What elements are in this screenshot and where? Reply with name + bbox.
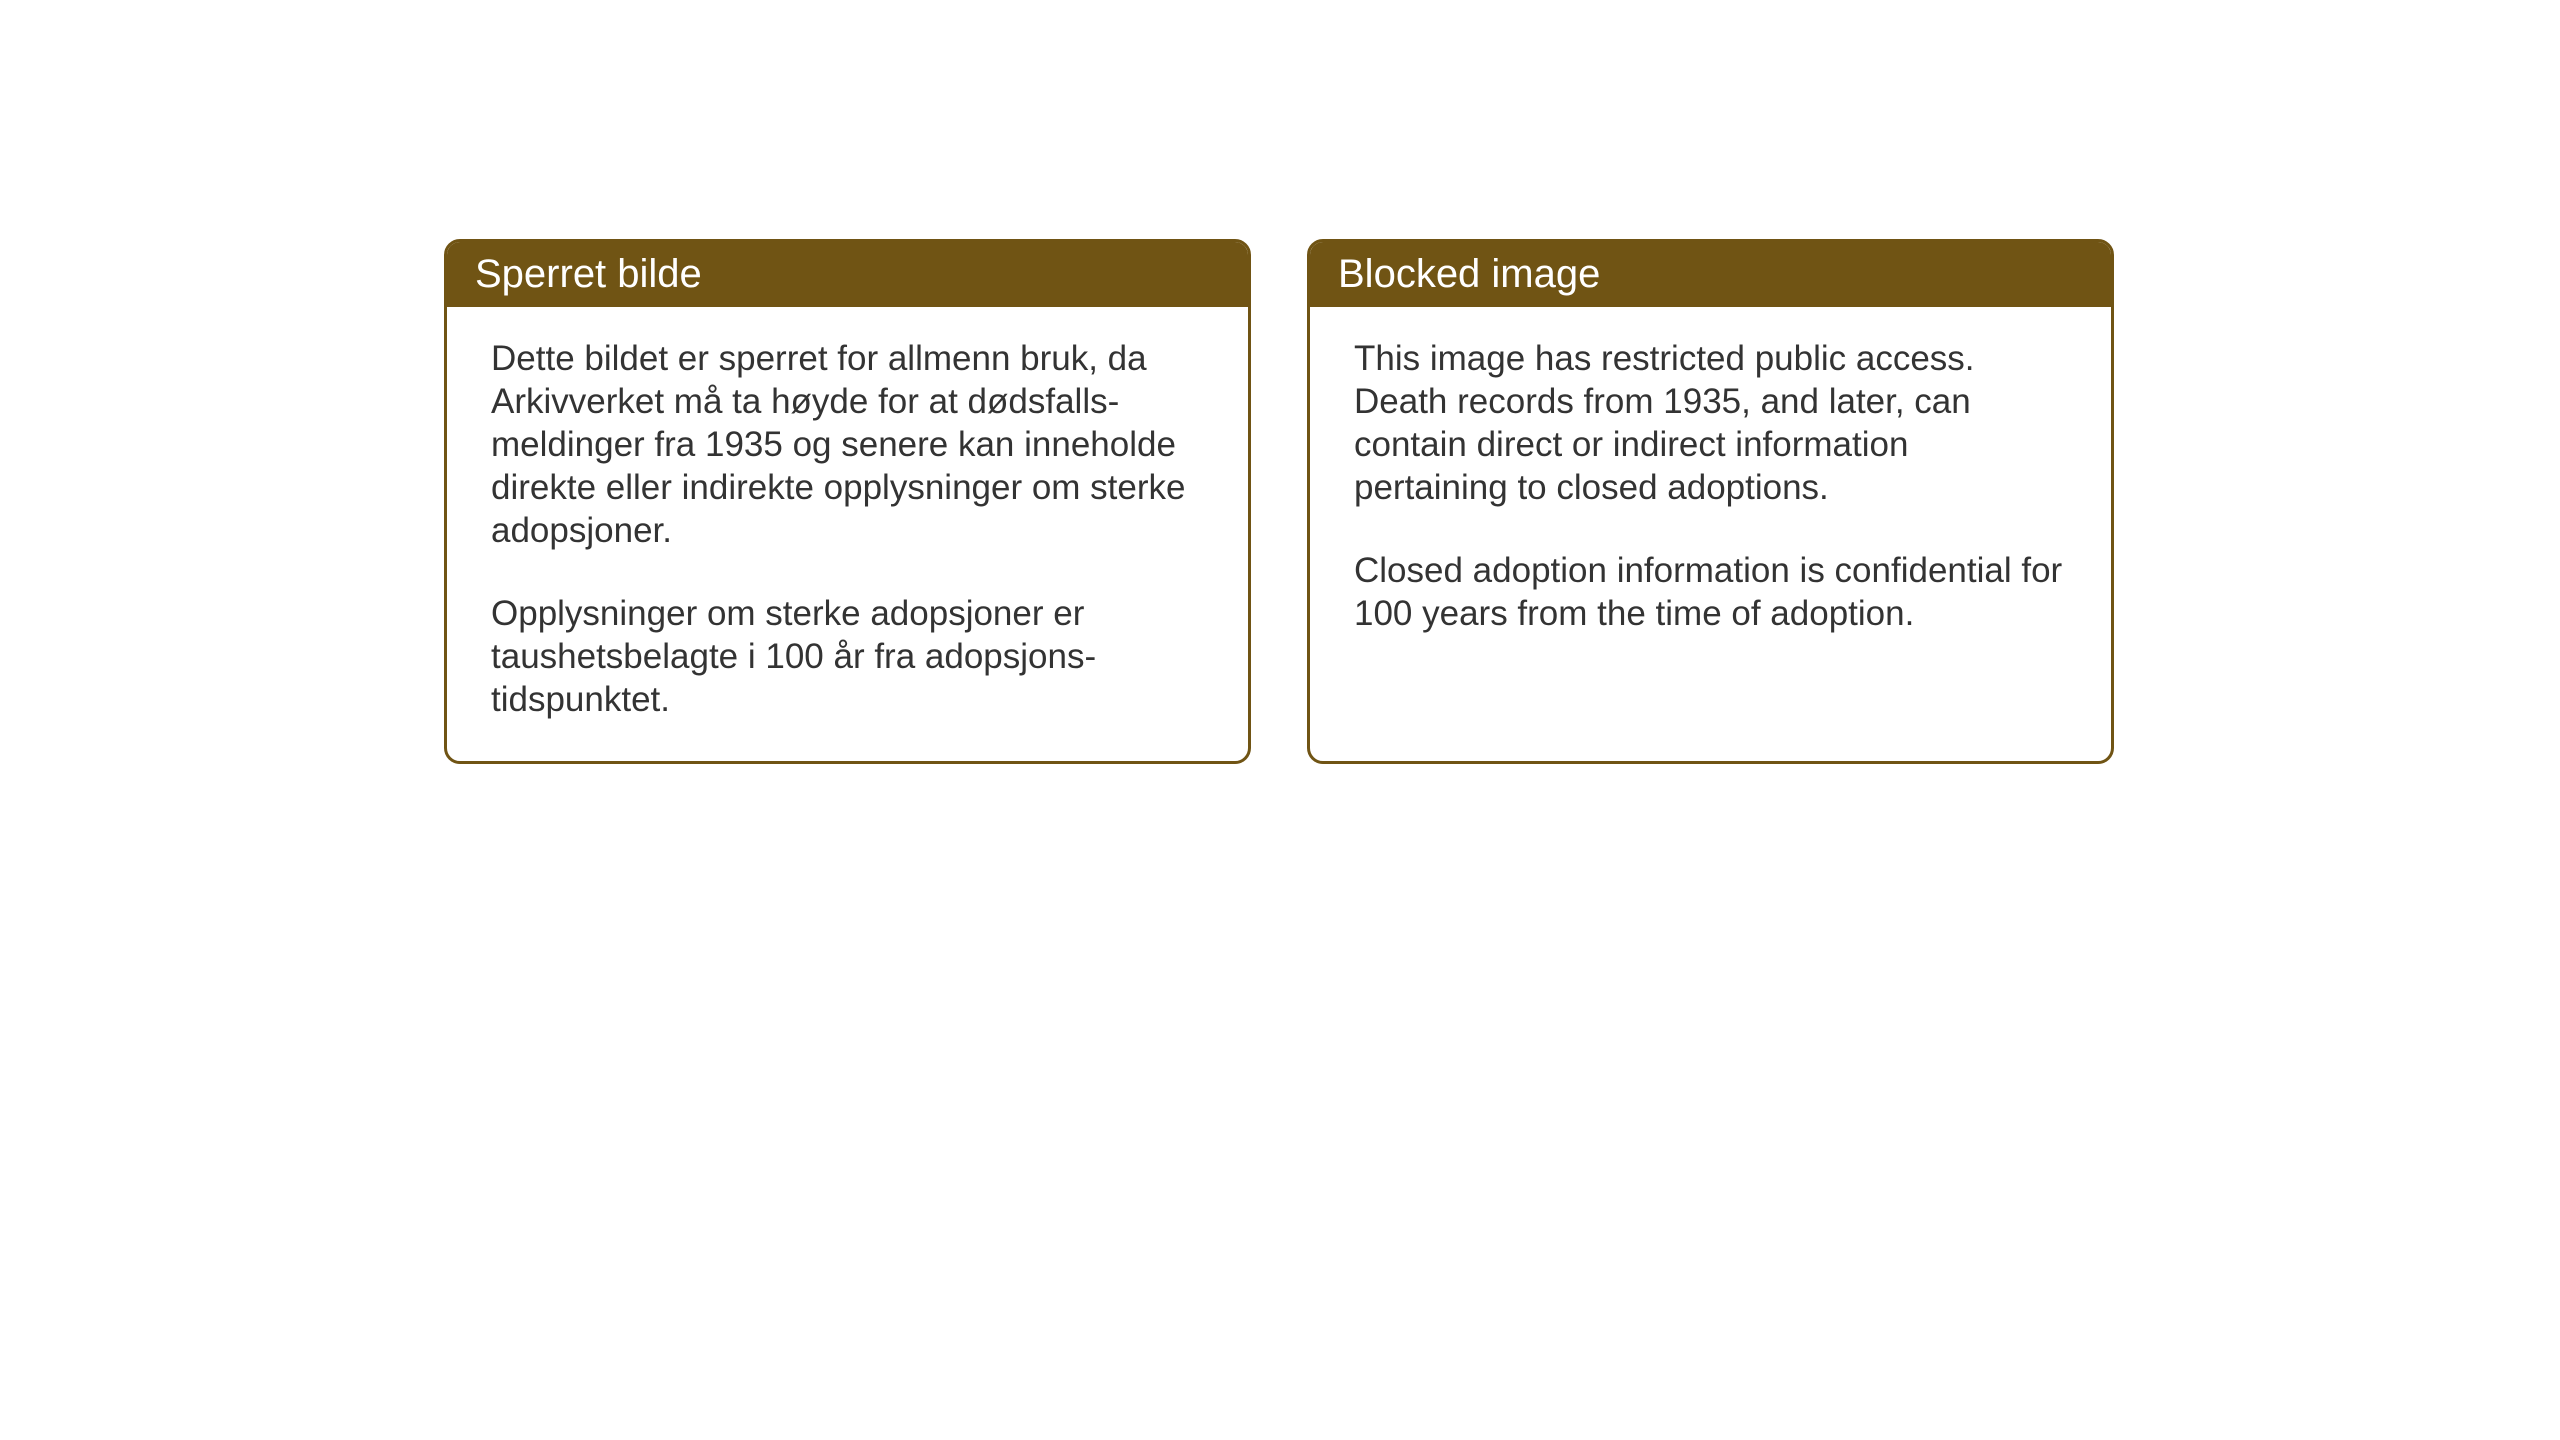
card-paragraph-2-norwegian: Opplysninger om sterke adopsjoner er tau… — [491, 592, 1204, 721]
cards-container: Sperret bilde Dette bildet er sperret fo… — [444, 239, 2114, 764]
card-english: Blocked image This image has restricted … — [1307, 239, 2114, 764]
card-title-norwegian: Sperret bilde — [475, 252, 702, 296]
card-header-norwegian: Sperret bilde — [447, 242, 1248, 307]
card-paragraph-1-norwegian: Dette bildet er sperret for allmenn bruk… — [491, 337, 1204, 552]
card-body-english: This image has restricted public access.… — [1310, 307, 2111, 675]
card-header-english: Blocked image — [1310, 242, 2111, 307]
card-paragraph-2-english: Closed adoption information is confident… — [1354, 549, 2067, 635]
card-body-norwegian: Dette bildet er sperret for allmenn bruk… — [447, 307, 1248, 761]
card-paragraph-1-english: This image has restricted public access.… — [1354, 337, 2067, 509]
card-title-english: Blocked image — [1338, 252, 1600, 296]
card-norwegian: Sperret bilde Dette bildet er sperret fo… — [444, 239, 1251, 764]
